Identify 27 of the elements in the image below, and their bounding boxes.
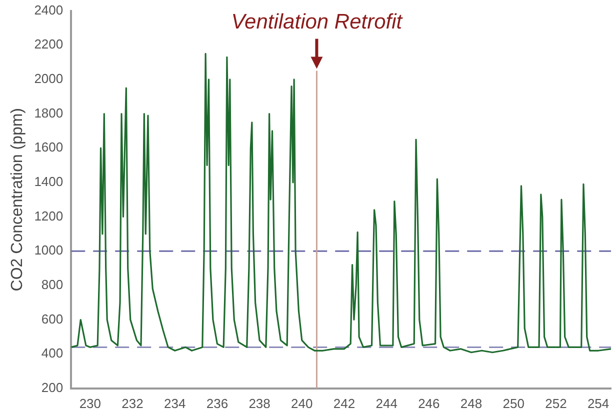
y-tick-label: 400 [41,346,64,361]
y-tick-label: 2000 [34,71,64,86]
x-tick-label: 234 [164,396,186,411]
x-tick-label: 242 [333,396,356,411]
x-tick-label: 238 [248,396,270,411]
x-tick-label: 246 [418,396,440,411]
x-tick-label: 236 [206,396,228,411]
ref-line-label: Ventilation Retrofit [231,10,404,34]
y-tick-label: 1000 [34,242,64,258]
y-tick-label: 800 [41,276,64,292]
y-tick-label: 200 [41,380,64,395]
x-tick-label: 232 [122,396,144,411]
y-tick-label: 1600 [34,140,64,155]
x-tick-label: 248 [460,396,482,411]
x-tick-label: 250 [502,396,524,411]
y-tick-label: 1200 [34,208,64,224]
y-tick-label: 1400 [34,174,64,190]
x-tick-label: 254 [587,396,610,411]
y-tick-label: 1800 [34,105,64,120]
y-tick-label: 600 [41,311,64,326]
y-tick-label: 2200 [34,36,64,52]
y-tick-label: 2400 [34,2,64,18]
x-tick-label: 230 [79,396,102,411]
x-tick-label: 240 [291,396,313,411]
x-tick-label: 252 [545,396,567,411]
x-tick-label: 244 [376,396,398,411]
y-axis-title: CO2 Concentration (ppm) [9,108,26,292]
